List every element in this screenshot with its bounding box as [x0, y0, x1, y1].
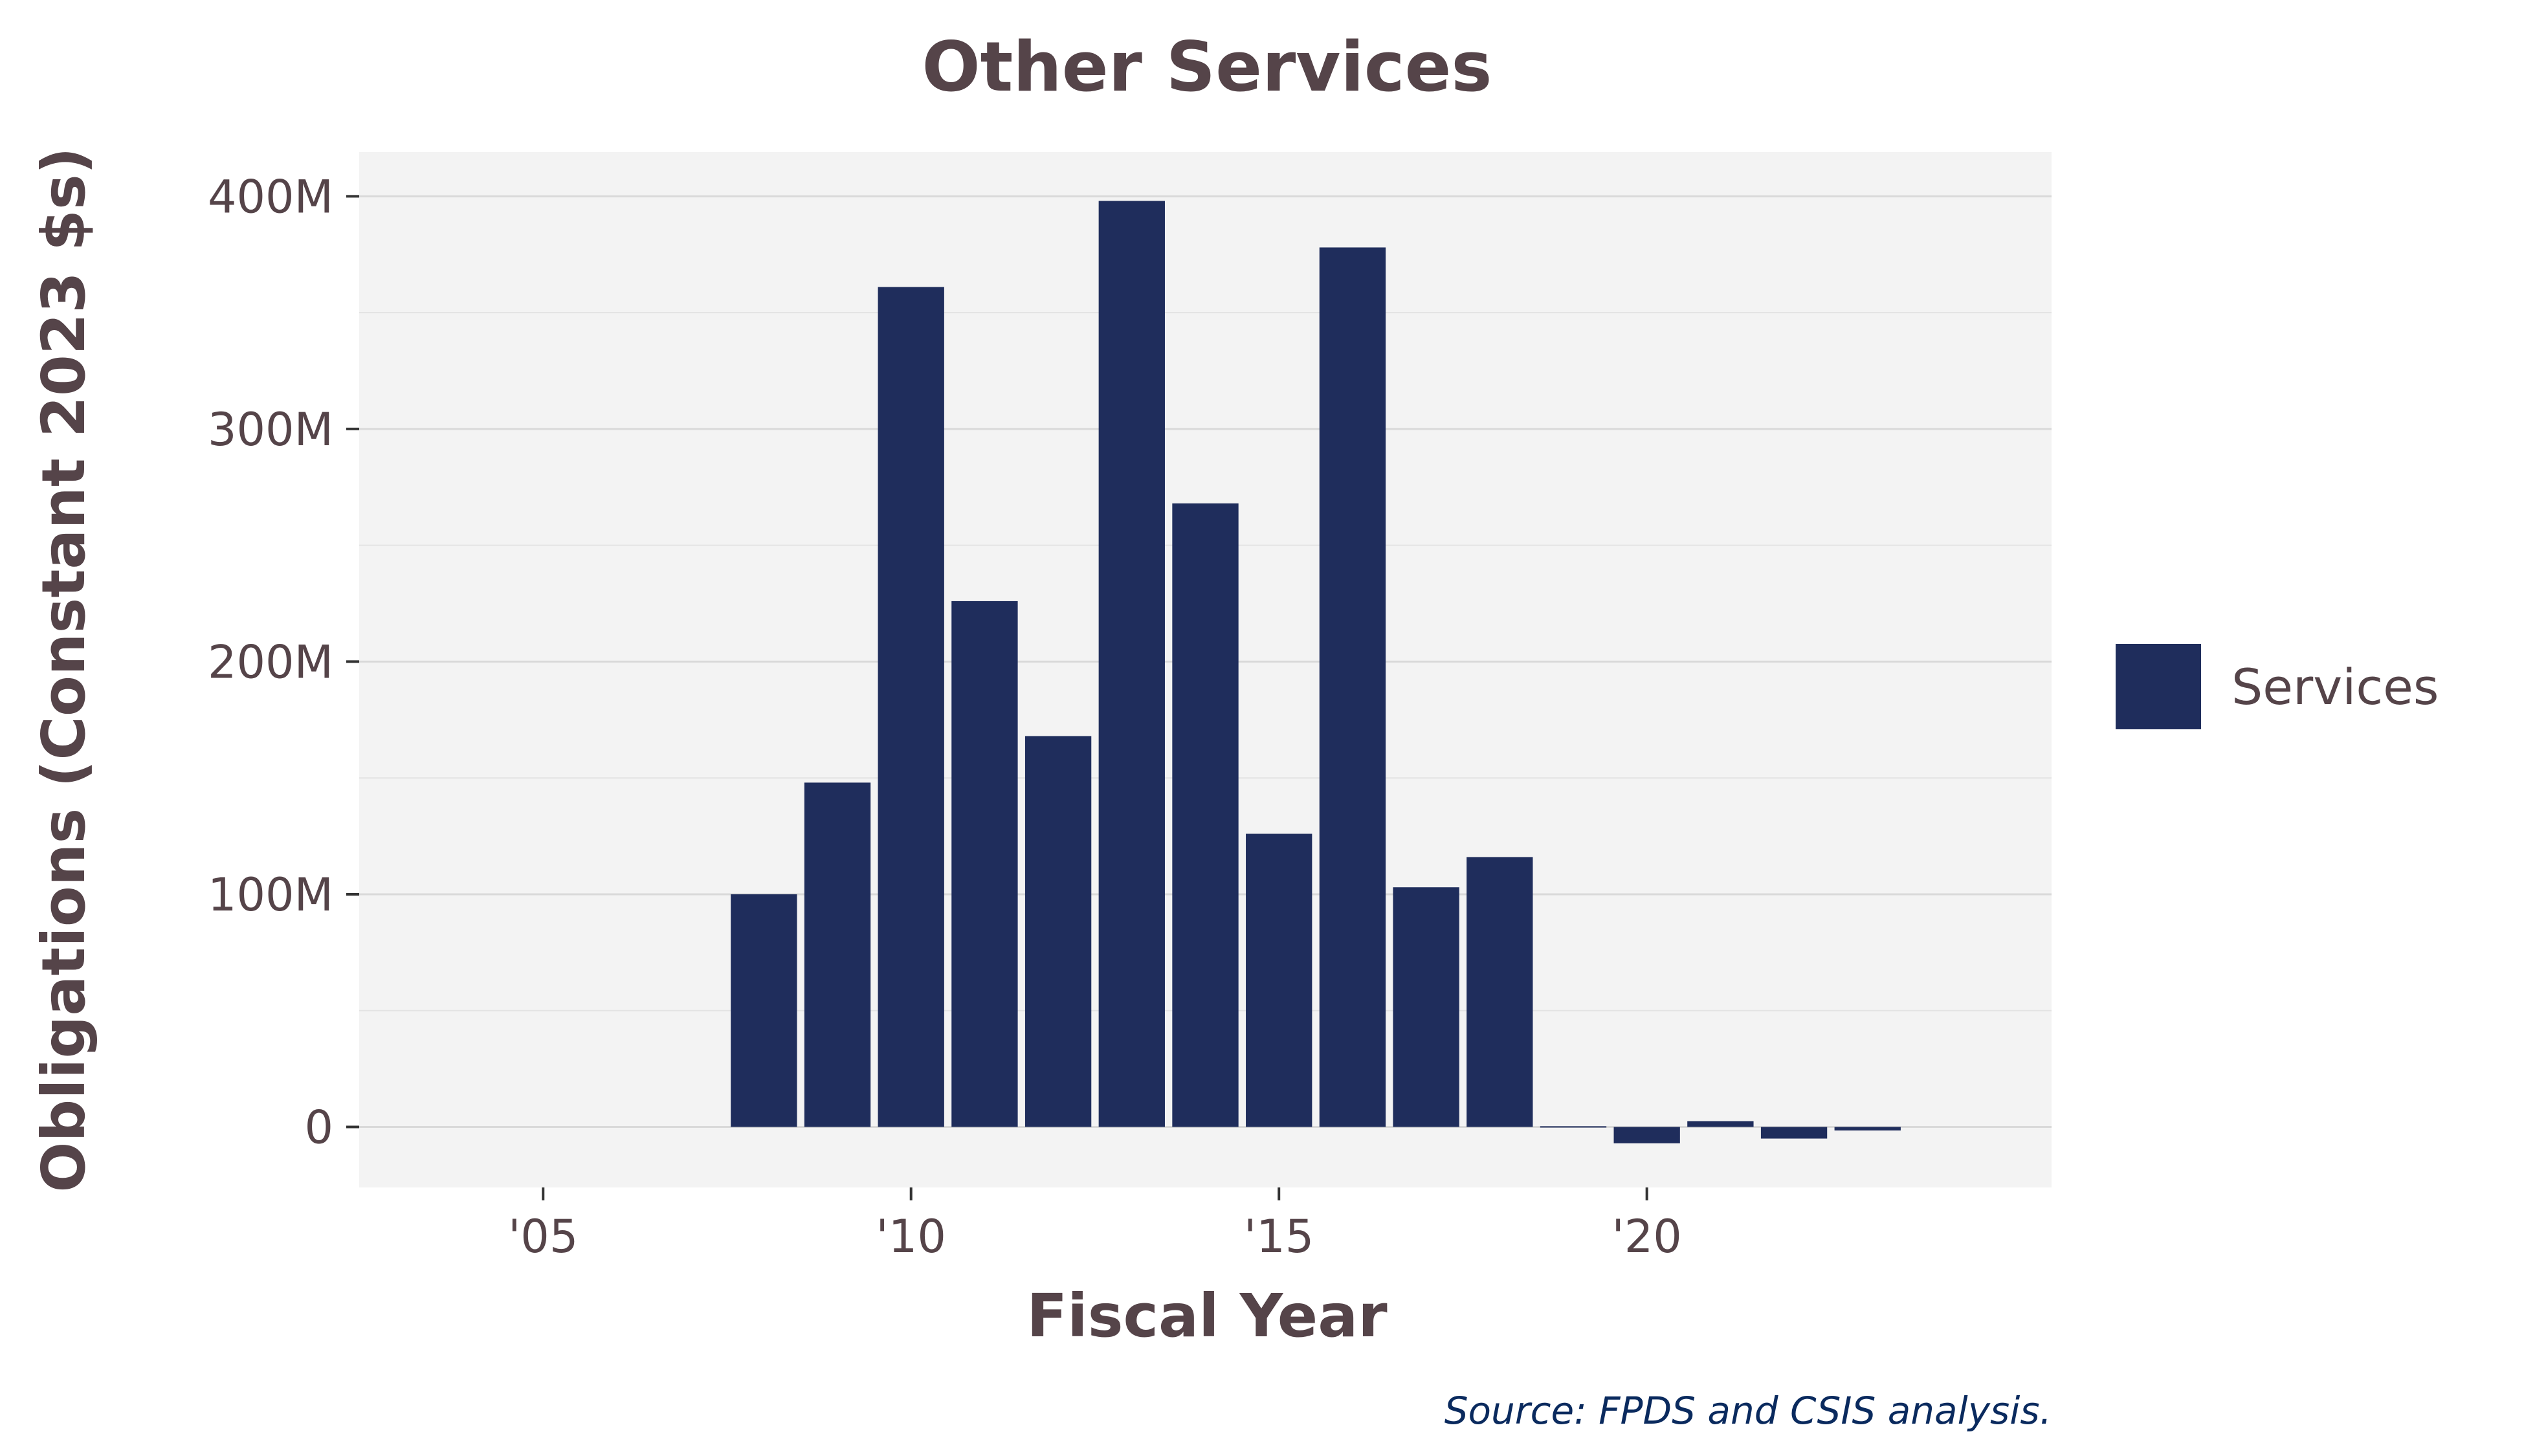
bar-2016 — [1319, 247, 1386, 1127]
bar-2008 — [731, 894, 797, 1127]
y-tick-label: 100M — [208, 868, 333, 921]
bar-2019 — [1540, 1126, 1607, 1128]
bar-2018 — [1467, 857, 1533, 1127]
bar-2023 — [1834, 1127, 1901, 1131]
legend: Services — [2113, 641, 2439, 732]
chart-title: Other Services — [922, 27, 1492, 107]
x-tick-label: '05 — [508, 1210, 578, 1263]
x-tick-label: '15 — [1244, 1210, 1314, 1263]
bar-2012 — [1024, 736, 1092, 1127]
bar-2014 — [1172, 503, 1239, 1127]
legend-label-services: Services — [2231, 658, 2439, 716]
y-axis-title: Obligations (Constant 2023 $s) — [29, 147, 98, 1193]
y-tick-label: 0 — [304, 1101, 333, 1154]
y-axis-ticks: 0 100M 200M 300M 400M — [208, 170, 359, 1154]
x-axis-ticks: '05 '10 '15 '20 — [508, 1187, 1682, 1263]
bar-2022 — [1760, 1127, 1828, 1139]
x-axis-title: Fiscal Year — [1026, 1281, 1388, 1351]
x-tick-label: '20 — [1612, 1210, 1682, 1263]
bar-2017 — [1393, 887, 1459, 1127]
x-tick-label: '10 — [876, 1210, 946, 1263]
bar-2020 — [1613, 1127, 1680, 1143]
bar-2011 — [951, 601, 1018, 1127]
y-tick-label: 300M — [208, 403, 333, 456]
bar-2013 — [1098, 201, 1165, 1127]
legend-key-services — [2113, 641, 2204, 732]
bars — [731, 201, 1901, 1143]
bar-2010 — [878, 287, 944, 1127]
y-tick-label: 200M — [208, 635, 333, 689]
bar-2009 — [804, 782, 871, 1127]
bar-2021 — [1687, 1121, 1754, 1127]
bar-2015 — [1246, 833, 1312, 1127]
y-tick-label: 400M — [208, 170, 333, 223]
source-note: Source: FPDS and CSIS analysis. — [1445, 1389, 2052, 1433]
